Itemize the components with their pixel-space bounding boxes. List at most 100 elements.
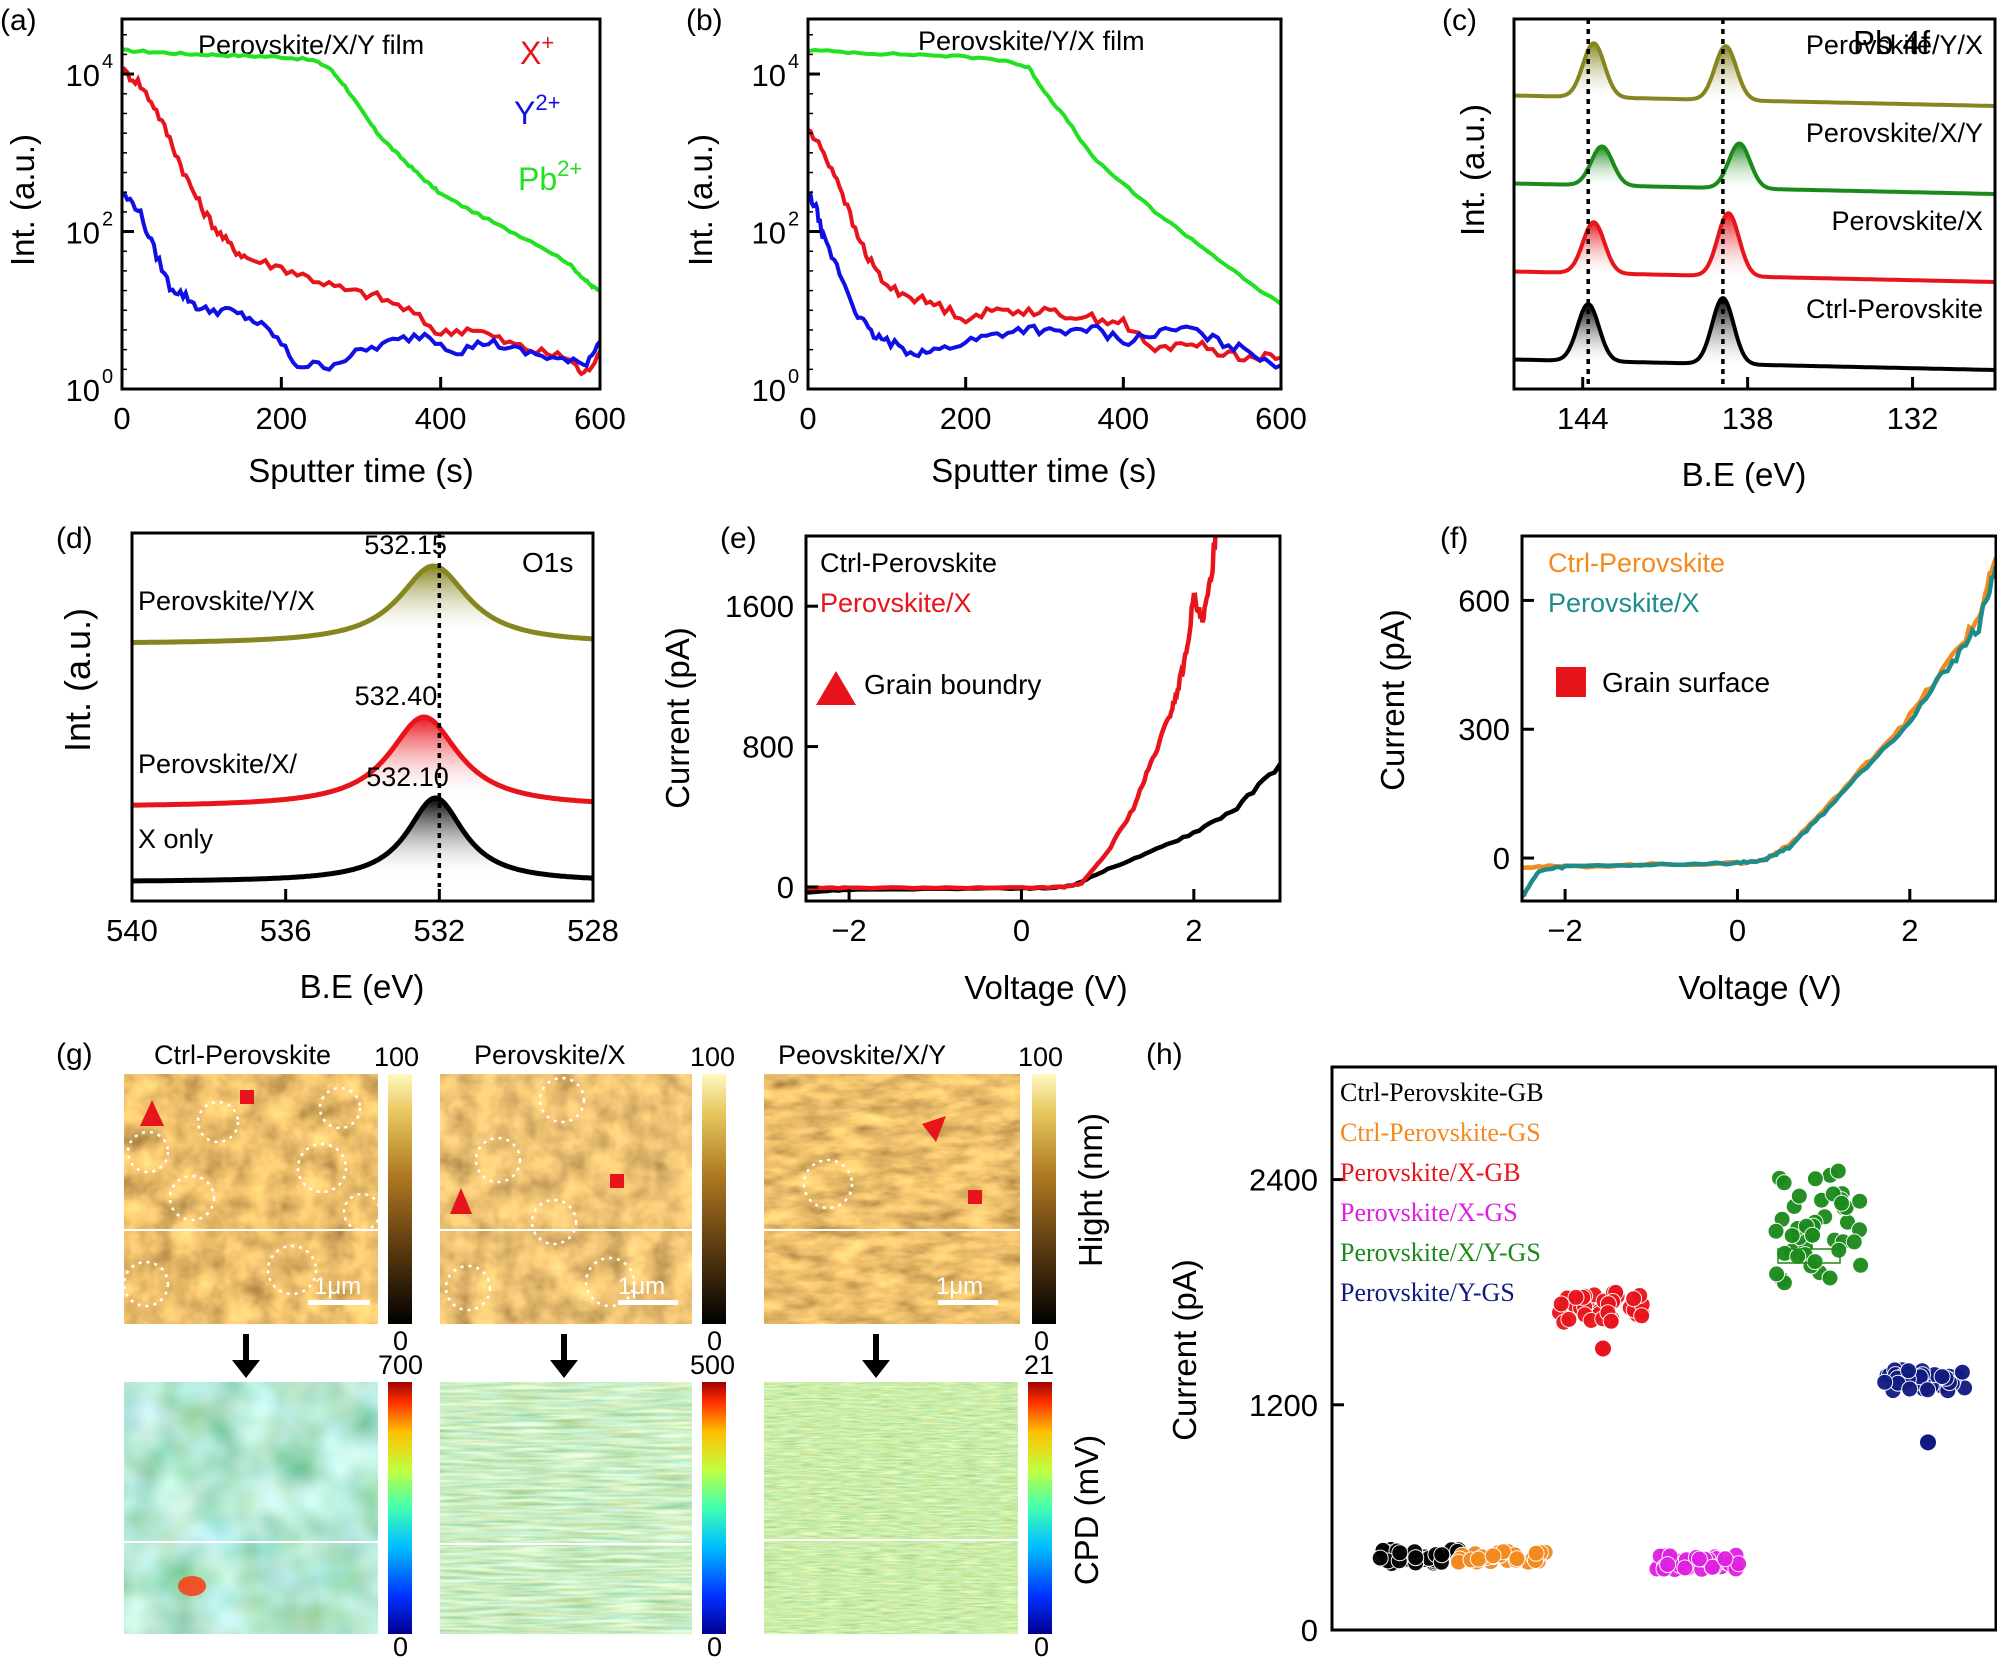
scale-bar-3: 1μm — [936, 1273, 983, 1300]
panel-b-x-ticks: 0 200 400 600 — [799, 377, 1307, 436]
x-tick-label: 600 — [574, 401, 626, 436]
panel-e-ylabel: Current (pA) — [659, 627, 696, 809]
panel-a-label: (a) — [0, 4, 37, 37]
panel-e-marker-label: Grain boundry — [864, 669, 1041, 700]
x-tick-label: 0 — [799, 401, 816, 436]
y-tick-exponent: 2 — [102, 209, 113, 231]
peak-value-label: 532.40 — [355, 681, 438, 711]
data-point — [1845, 1233, 1863, 1251]
spectrum-line — [131, 714, 594, 808]
panel-f-x-ticks: −2 0 2 — [1547, 889, 1918, 948]
legend-h-3: Perovskite/X-GB — [1340, 1158, 1521, 1187]
cpd-min-1: 0 — [393, 1632, 408, 1658]
panel-a: (a) Perovskite/X/Y film X+ Y2+ Pb2+ 0 200… — [0, 4, 626, 489]
y-tick-label: 0 — [777, 870, 794, 905]
y-tick-label: 0 — [1493, 841, 1510, 876]
series-line — [808, 47, 1281, 306]
data-point — [1560, 1310, 1578, 1328]
x-tick-label: 532 — [413, 913, 465, 948]
peak-fill — [318, 566, 549, 635]
x-tick-label: 536 — [260, 913, 312, 948]
panel-c-xlabel: B.E (eV) — [1682, 456, 1807, 493]
cpd-min-2: 0 — [707, 1632, 722, 1658]
height-axis-label: Hight (nm) — [1072, 1113, 1109, 1267]
panel-b-label: (b) — [686, 4, 723, 37]
spectrum-line — [1514, 141, 1995, 196]
y-tick-label: 10 — [752, 58, 786, 93]
peak-value-label: 532.15 — [364, 530, 447, 560]
scale-bar-2: 1μm — [618, 1273, 665, 1300]
panel-c-ylabel: Int. (a.u.) — [1454, 104, 1491, 236]
cpd-map-3: 21 0 — [764, 1350, 1054, 1658]
gs-marker-3 — [968, 1190, 982, 1204]
outlier-point — [1595, 1340, 1611, 1357]
x-tick-label: 400 — [1097, 401, 1149, 436]
panel-d-series: Perovskite/Y/X 532.15 Perovskite/X/532.40 X… — [131, 530, 594, 887]
x-tick-label: 0 — [1013, 913, 1030, 948]
data-point — [1775, 1174, 1793, 1192]
x-tick-label: 132 — [1887, 401, 1939, 436]
data-point — [1527, 1544, 1545, 1562]
y-tick-label: 300 — [1458, 712, 1510, 747]
peak-fill — [1689, 213, 1766, 277]
data-point — [1552, 1295, 1570, 1313]
x-tick-label: 200 — [940, 401, 992, 436]
afm-h-max-3: 100 — [1018, 1042, 1063, 1072]
panel-e-series — [806, 536, 1280, 895]
panel-f: (f) −2 0 2 0 300 600 Ctrl-Perovskite Perovsk… — [1374, 522, 1997, 1006]
afm-title-3: Peovskite/X/Y — [778, 1040, 946, 1070]
afm-h-min-3: 0 — [1034, 1326, 1049, 1356]
y-tick-label: 1600 — [725, 589, 794, 624]
spectrum-label: Perovskite/Y/X — [138, 586, 315, 616]
legend-h-5: Perovskite/X/Y-GS — [1340, 1238, 1541, 1267]
panel-f-y-ticks: 0 300 600 — [1458, 583, 1534, 876]
x-tick-label: 200 — [255, 401, 307, 436]
panel-f-label: (f) — [1440, 522, 1468, 555]
data-point — [1852, 1256, 1870, 1274]
afm-height-map-3: Peovskite/X/Y 1μm 100 0 — [764, 1040, 1063, 1356]
panel-h-ylabel: Current (pA) — [1166, 1259, 1203, 1441]
panel-c-frame — [1512, 17, 1997, 391]
panel-e-label: (e) — [720, 522, 757, 555]
data-point — [1783, 1227, 1801, 1245]
panel-c-label: (c) — [1442, 4, 1477, 37]
series-line — [122, 47, 600, 293]
panel-a-ylabel: Int. (a.u.) — [4, 134, 41, 266]
outlier-point — [1920, 1434, 1936, 1451]
data-point — [1625, 1290, 1643, 1308]
spectrum-line — [1514, 211, 1995, 284]
panel-g: (g) Ctrl-Perovskite 1μm 100 0 Perovskite… — [56, 1038, 1109, 1658]
x-tick-label: 0 — [113, 401, 130, 436]
y-tick-label: 10 — [66, 58, 100, 93]
data-point — [1371, 1549, 1389, 1567]
x-tick-label: 2 — [1185, 913, 1202, 948]
data-point — [1933, 1368, 1951, 1386]
iv-curve — [806, 536, 1218, 891]
spectrum-line — [1514, 295, 1995, 372]
legend-h-2: Ctrl-Perovskite-GS — [1340, 1118, 1541, 1147]
data-point — [1806, 1170, 1824, 1188]
y-tick-label: 600 — [1458, 583, 1510, 618]
gs-marker-2 — [610, 1174, 624, 1188]
spectrum-label: Perovskite/Y/X — [1806, 30, 1983, 60]
peak-fill — [320, 798, 551, 876]
panel-d-xlabel: B.E (eV) — [300, 968, 425, 1005]
panel-h-y-ticks: 0 1200 2400 — [1249, 1163, 1344, 1648]
x-tick-label: 0 — [1729, 913, 1746, 948]
panel-e-x-ticks: −2 0 2 — [831, 889, 1202, 948]
peak-fill — [1687, 46, 1763, 101]
x-tick-label: 138 — [1722, 401, 1774, 436]
data-point — [1659, 1556, 1677, 1574]
gb-marker-3 — [922, 1116, 946, 1142]
data-point — [1829, 1162, 1847, 1180]
panel-e-y-ticks: 0 800 1600 — [725, 589, 818, 905]
data-point — [1703, 1558, 1721, 1576]
data-point — [1833, 1194, 1851, 1212]
afm-h-min-1: 0 — [393, 1326, 408, 1356]
data-point — [1676, 1559, 1694, 1577]
afm-title-2: Perovskite/X — [474, 1040, 626, 1070]
x-tick-label: 2 — [1901, 913, 1918, 948]
grain-boundary-marker — [816, 671, 856, 705]
cpd-map-2: 500 0 — [440, 1350, 735, 1658]
